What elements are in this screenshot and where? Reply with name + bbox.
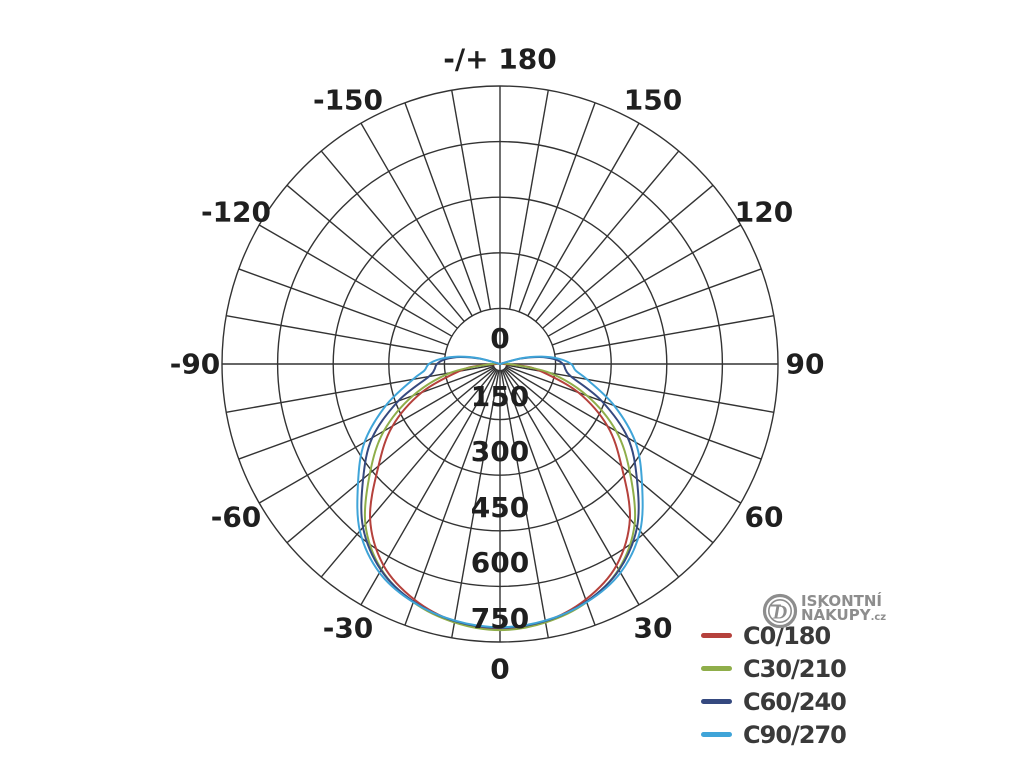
grid-spoke (552, 268, 762, 346)
radial-tick-label: 600 (471, 546, 529, 579)
grid-spoke (320, 150, 465, 322)
angular-tick-label: -30 (323, 612, 374, 645)
angular-tick-label: -90 (170, 348, 221, 381)
angular-tick-label: 150 (624, 84, 682, 117)
grid-spoke (238, 268, 448, 346)
grid-spoke (451, 90, 492, 310)
legend-item: C60/240 (701, 685, 847, 718)
angular-tick-label: 0 (490, 653, 509, 686)
angular-tick-label: -60 (211, 501, 262, 534)
angular-tick-label: 60 (745, 501, 784, 534)
legend-label-c60-240: C60/240 (743, 687, 847, 716)
series-curve-c30-210 (363, 362, 637, 632)
grid-spoke (404, 369, 499, 626)
legend-item: C0/180 (701, 619, 846, 652)
svg-text:D: D (772, 602, 787, 624)
grid-spoke (286, 184, 458, 329)
grid-spoke (501, 369, 596, 626)
angular-tick-label: -/+ 180 (443, 43, 557, 76)
radial-tick-label: 750 (471, 602, 529, 635)
grid-spoke (286, 367, 496, 544)
legend-label-c30-210: C30/210 (743, 654, 847, 683)
grid-spoke (527, 122, 640, 317)
grid-spoke (554, 315, 774, 356)
grid-spoke (320, 368, 497, 578)
grid-spoke (505, 365, 762, 460)
grid-spoke (258, 366, 496, 504)
legend-swatch-c0-180 (701, 633, 732, 638)
grid-spoke (508, 90, 549, 310)
legend-item: C30/210 (701, 652, 847, 685)
angular-tick-label: -120 (201, 196, 271, 229)
radial-tick-label: 450 (471, 491, 529, 524)
radial-tick-label: 150 (471, 380, 529, 413)
watermark-text: ISKONTNÍ NÁKUPY.cz (801, 594, 886, 625)
angular-tick-label: 90 (786, 348, 825, 381)
legend-swatch-c30-210 (701, 666, 732, 671)
angular-tick-label: -150 (313, 84, 383, 117)
legend-swatch-c60-240 (701, 699, 732, 704)
watermark-line1: ISKONTNÍ (801, 592, 883, 610)
chart-legend: C0/180 C30/210 C60/240 C90/270 (701, 619, 847, 751)
grid-spoke (500, 369, 549, 638)
grid-spoke (542, 184, 714, 329)
grid-spoke (503, 368, 680, 578)
radial-tick-label: 0 (490, 322, 509, 355)
grid-spoke (535, 150, 680, 322)
grid-spoke (451, 369, 500, 638)
grid-spoke (238, 365, 495, 460)
legend-label-c90-270: C90/270 (743, 720, 847, 749)
angular-tick-label: 120 (735, 196, 793, 229)
grid-spoke (226, 315, 446, 356)
series-curve-c90-270 (356, 355, 644, 629)
legend-swatch-c90-270 (701, 732, 732, 737)
grid-spoke (258, 224, 453, 337)
legend-label-c0-180: C0/180 (743, 621, 831, 650)
grid-spoke (404, 102, 482, 312)
grid-spoke (518, 102, 596, 312)
grid-spoke (360, 122, 473, 317)
watermark: D ISKONTNÍ NÁKUPY.cz (761, 592, 886, 630)
grid-spoke (547, 224, 742, 337)
radial-tick-label: 300 (471, 435, 529, 468)
grid-spoke (504, 366, 742, 504)
angular-tick-label: 30 (634, 612, 673, 645)
watermark-line2: NÁKUPY.cz (801, 606, 887, 624)
watermark-tld: .cz (870, 612, 887, 623)
watermark-logo-icon: D (762, 593, 798, 629)
series-curve-c0-180 (369, 363, 631, 630)
legend-item: C90/270 (701, 718, 847, 751)
grid-spoke (504, 367, 714, 544)
